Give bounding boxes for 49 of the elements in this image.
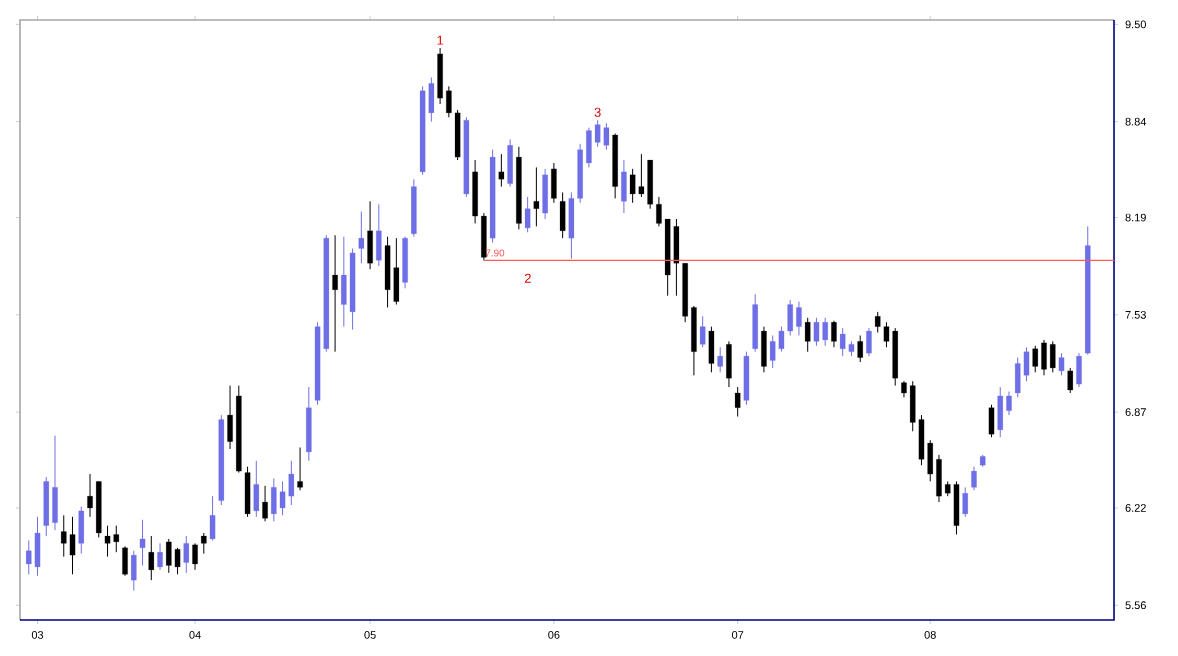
candlestick xyxy=(743,351,750,406)
candlestick xyxy=(131,550,137,592)
candlestick xyxy=(306,386,312,462)
candlestick xyxy=(297,447,303,491)
candlestick xyxy=(209,495,216,541)
candlestick xyxy=(507,138,513,188)
candlestick xyxy=(201,532,207,555)
candlestick xyxy=(358,211,365,264)
candlestick xyxy=(148,535,155,581)
candlestick xyxy=(813,317,820,347)
candlestick xyxy=(253,460,260,518)
candlestick xyxy=(524,196,531,233)
candlestick xyxy=(752,293,758,353)
candlestick xyxy=(157,542,163,571)
candlestick xyxy=(262,485,268,522)
candlestick xyxy=(559,191,566,239)
candlestick xyxy=(734,386,741,418)
candlestick xyxy=(402,236,408,289)
candlestick xyxy=(857,334,863,363)
candlestick xyxy=(367,200,373,270)
candlestick xyxy=(542,168,548,220)
candlestick xyxy=(1067,367,1073,394)
candlestick xyxy=(866,327,872,357)
candlestick xyxy=(122,545,128,577)
candlestick xyxy=(761,326,767,373)
candlestick xyxy=(699,315,706,348)
candlestick xyxy=(498,153,505,188)
candlestick xyxy=(971,466,977,491)
candlestick xyxy=(244,466,251,518)
candlestick xyxy=(831,320,837,348)
candlestick xyxy=(139,519,146,566)
candlestick xyxy=(962,486,968,518)
candlestick xyxy=(533,166,540,227)
candlestick xyxy=(183,535,190,574)
candlestick xyxy=(332,234,338,353)
candlestick xyxy=(988,404,995,438)
candlestick xyxy=(708,326,715,373)
candlestick xyxy=(804,317,811,353)
candlestick xyxy=(411,178,417,238)
candlestick xyxy=(726,340,732,388)
candlestick xyxy=(192,542,198,571)
candlestick xyxy=(1076,352,1082,388)
candlestick xyxy=(376,203,382,267)
candlestick xyxy=(1058,352,1065,376)
candlestick xyxy=(717,346,723,373)
candlestick xyxy=(78,505,84,555)
candlestick xyxy=(174,547,181,575)
candlestick xyxy=(621,159,627,214)
candlestick xyxy=(551,162,557,204)
